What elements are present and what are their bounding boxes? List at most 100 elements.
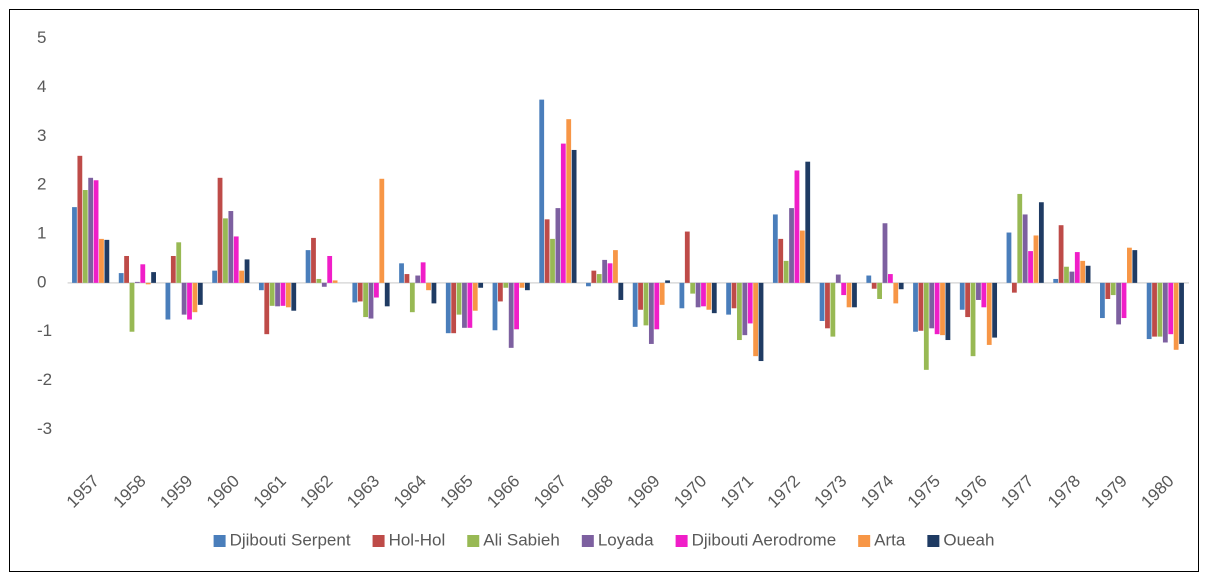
bar	[1038, 202, 1044, 283]
bar	[82, 190, 88, 283]
legend: Djibouti Serpent Hol-Hol Ali Sabieh Loyada D…	[213, 530, 994, 549]
bar	[539, 99, 545, 283]
bar	[1110, 282, 1116, 296]
bar	[134, 281, 140, 283]
bar	[217, 177, 223, 283]
bar	[970, 282, 976, 357]
bar	[877, 282, 882, 299]
bar	[571, 149, 577, 283]
bar	[170, 255, 176, 283]
bar	[187, 282, 192, 320]
bar	[264, 282, 270, 335]
bar	[197, 282, 203, 305]
bar	[472, 282, 478, 311]
bar	[478, 282, 484, 288]
bar	[965, 282, 971, 318]
bar	[165, 282, 171, 320]
bar	[233, 236, 239, 283]
bar	[887, 274, 893, 283]
bar	[519, 282, 525, 288]
bar	[805, 161, 811, 283]
bar	[1127, 247, 1132, 283]
bar	[747, 282, 753, 324]
legend-swatch	[675, 535, 688, 547]
bar	[852, 282, 857, 308]
bar	[524, 282, 530, 291]
legend-label: Arta	[874, 530, 906, 549]
bar	[945, 282, 951, 341]
bar	[285, 282, 291, 308]
bar	[695, 282, 701, 308]
bar	[176, 242, 182, 283]
bar	[959, 282, 965, 310]
bar	[1011, 282, 1017, 293]
bar	[602, 259, 608, 283]
bar	[145, 282, 151, 285]
bar	[327, 255, 333, 283]
bar	[352, 282, 358, 303]
bar	[280, 282, 286, 306]
bar	[1080, 260, 1086, 283]
bar	[758, 282, 764, 362]
bar	[1152, 282, 1157, 337]
bar	[986, 282, 992, 345]
legend-swatch	[372, 535, 385, 547]
bar	[332, 280, 338, 283]
bar	[731, 282, 737, 309]
bar	[1116, 282, 1122, 325]
bar	[118, 273, 124, 283]
bar	[1173, 282, 1179, 350]
bar	[514, 282, 519, 330]
bar	[846, 282, 852, 308]
bar	[181, 282, 187, 315]
bar	[384, 282, 390, 307]
legend-label: Djibouti Serpent	[230, 530, 351, 549]
y-tick-label: -1	[37, 321, 52, 340]
bar	[239, 270, 245, 283]
bar	[409, 282, 415, 313]
y-tick-label: 0	[37, 272, 46, 291]
bar	[420, 262, 426, 283]
bar	[1069, 271, 1075, 283]
bar	[1105, 282, 1111, 299]
y-tick-label: 2	[37, 175, 46, 194]
bar	[753, 282, 759, 357]
y-tick-label: -2	[37, 370, 52, 389]
bar	[374, 282, 379, 298]
bar	[679, 282, 685, 309]
bar	[893, 282, 899, 304]
bar	[88, 177, 94, 283]
bar	[591, 270, 597, 283]
bar	[871, 282, 877, 289]
bar	[1028, 251, 1033, 283]
legend-swatch	[213, 535, 226, 547]
bar	[244, 259, 250, 283]
bar	[799, 230, 805, 283]
bar	[643, 282, 649, 326]
bar	[1100, 282, 1105, 319]
bar	[321, 282, 327, 287]
bar	[835, 274, 841, 283]
bar	[613, 250, 618, 283]
bar	[560, 143, 566, 283]
bar	[665, 280, 670, 283]
bar	[690, 282, 696, 294]
bar	[981, 282, 987, 308]
legend-label: Ali Sabieh	[483, 530, 560, 549]
bar	[841, 282, 847, 296]
bar	[451, 282, 457, 334]
bar	[742, 282, 748, 336]
bar	[497, 282, 503, 302]
bar	[1121, 282, 1127, 319]
bar	[212, 270, 218, 283]
bar	[701, 282, 706, 307]
bar	[934, 282, 940, 335]
bar	[976, 282, 981, 300]
bar	[363, 282, 369, 318]
y-tick-label: -3	[37, 419, 52, 438]
bar	[77, 155, 83, 283]
bar	[1085, 265, 1091, 283]
bar	[659, 282, 665, 305]
legend-label: Oueah	[943, 530, 994, 549]
